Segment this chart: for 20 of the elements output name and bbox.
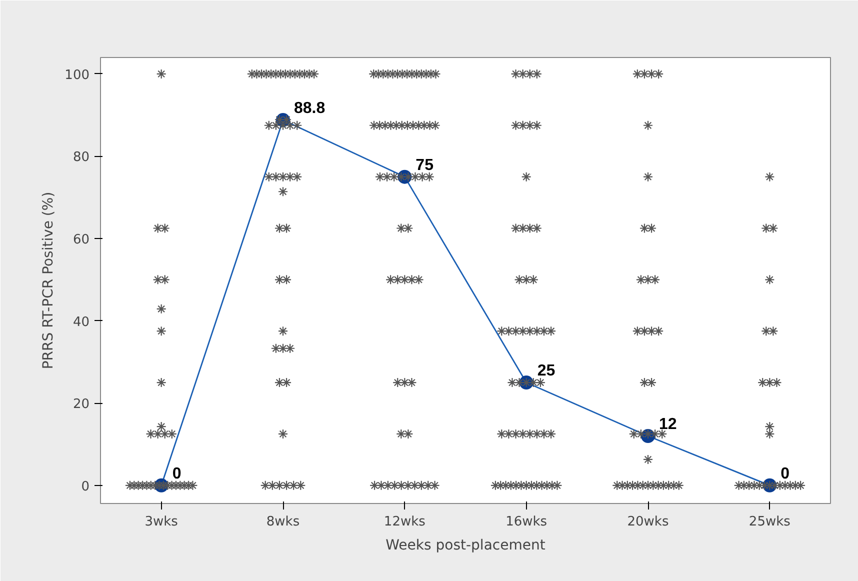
data-label: 25: [537, 362, 556, 380]
data-label: 0: [172, 465, 182, 482]
y-axis-title: PRRS RT-PCR Positive (%): [40, 192, 57, 370]
data-label: 12: [659, 416, 677, 434]
data-label: 75: [416, 156, 434, 174]
x-tick-label: 8wks: [266, 514, 300, 530]
y-tick-label: 60: [72, 232, 90, 248]
y-tick-label: 100: [64, 68, 90, 83]
y-tick-label: 40: [72, 314, 90, 330]
y-tick-label: 20: [72, 397, 90, 412]
y-tick-label: 80: [72, 150, 90, 166]
y-tick-label: 0: [81, 479, 90, 494]
x-tick-label: 20wks: [627, 514, 669, 530]
data-label: 88.8: [294, 100, 326, 118]
x-axis-title: Weeks post-placement: [386, 538, 546, 554]
x-tick-label: 3wks: [144, 514, 178, 530]
x-tick-label: 25wks: [748, 514, 791, 530]
x-tick-label: 16wks: [506, 514, 548, 530]
data-label: 0: [780, 465, 790, 482]
x-tick-label: 12wks: [384, 514, 426, 530]
